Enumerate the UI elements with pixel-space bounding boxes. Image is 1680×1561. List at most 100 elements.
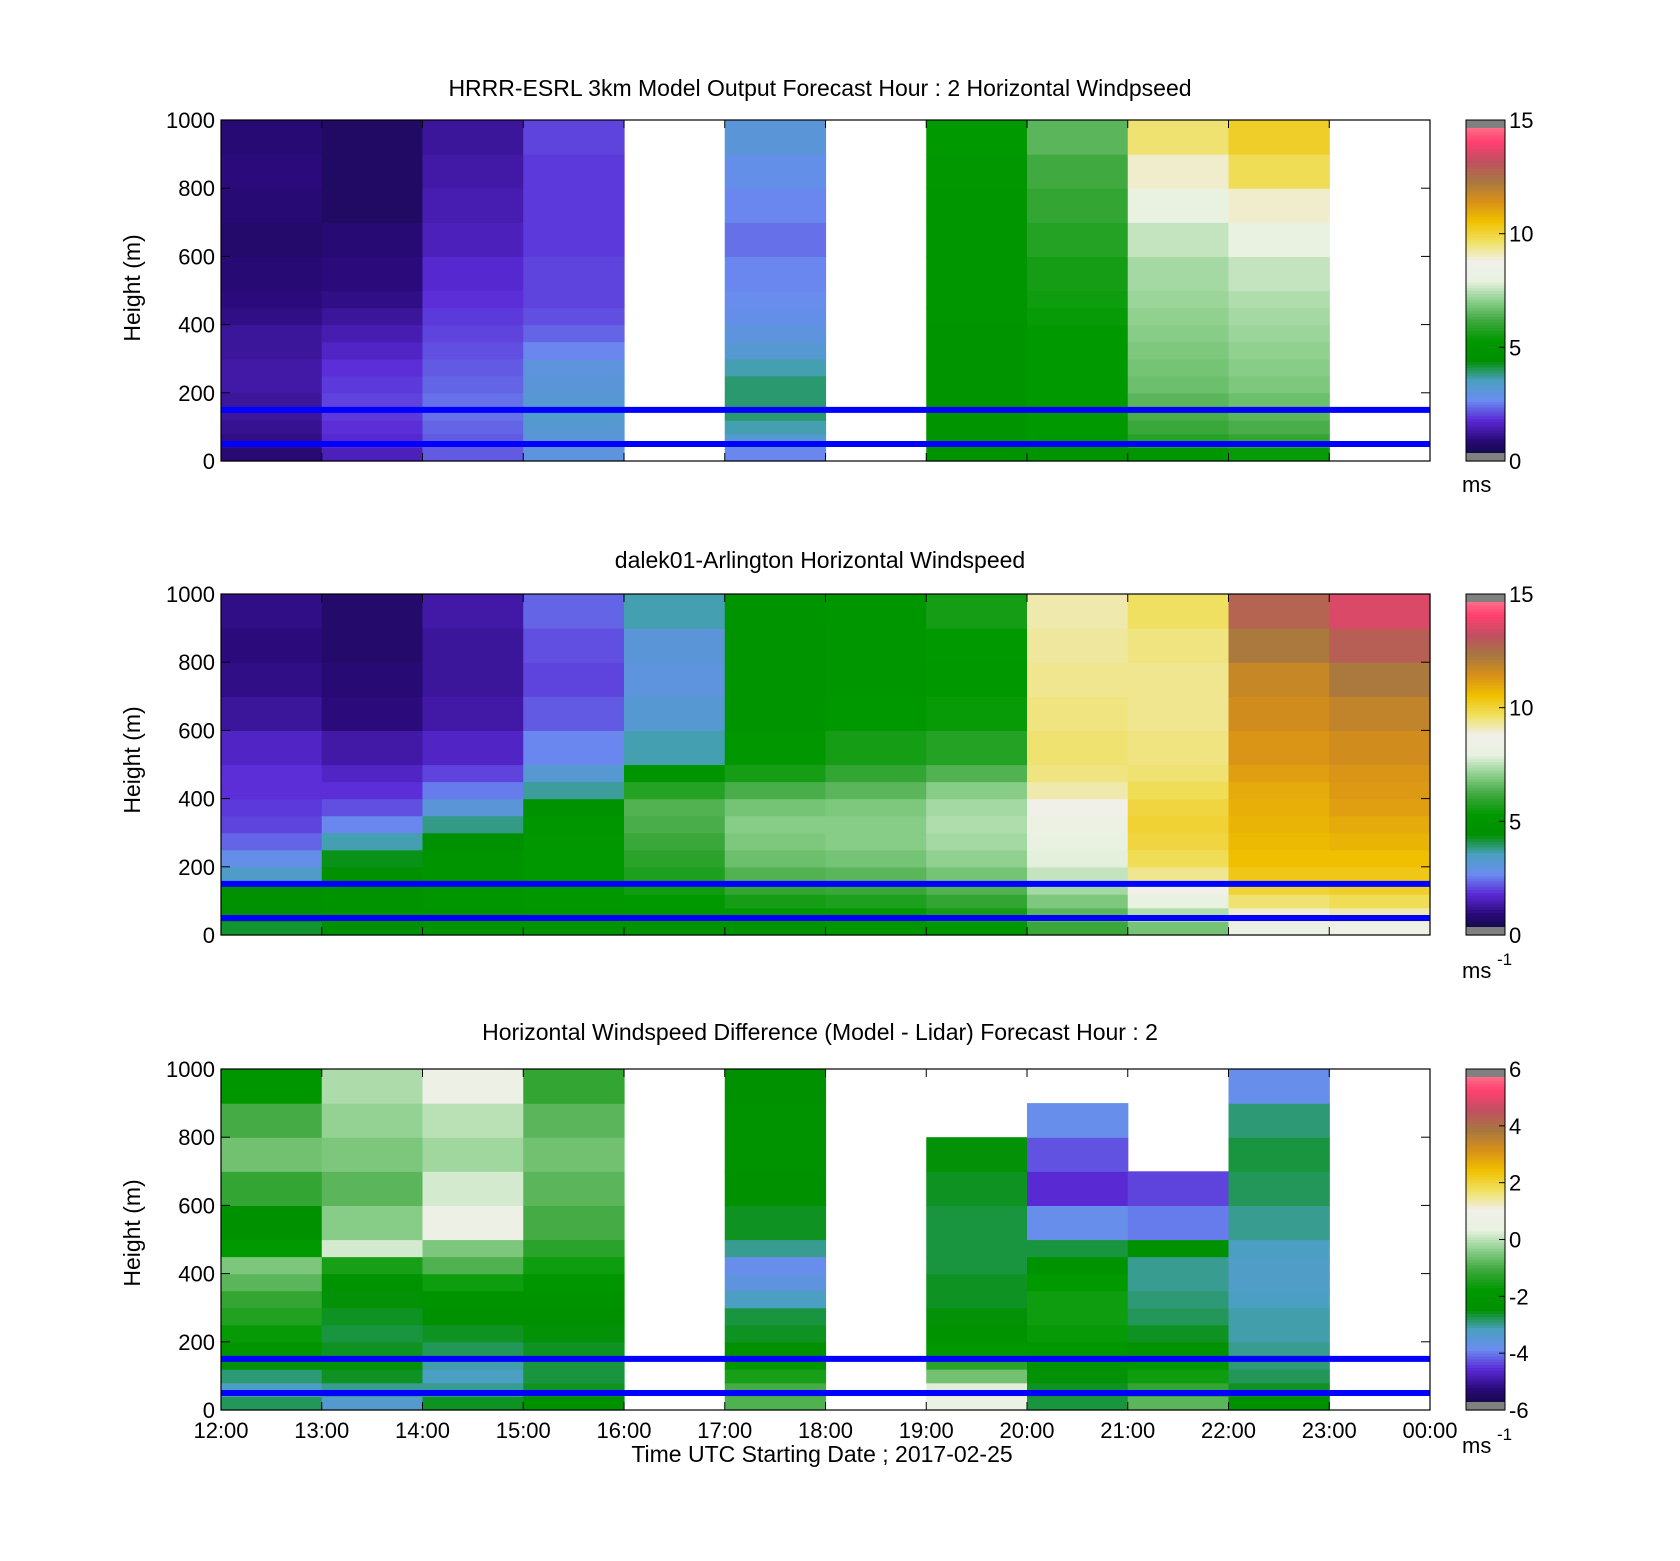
heatmap-cell — [1027, 1324, 1129, 1343]
heatmap-cell — [724, 662, 827, 697]
heatmap-cell — [422, 1239, 524, 1258]
heatmap-cell — [1228, 628, 1330, 663]
colorbar-segment — [1466, 878, 1505, 882]
colorbar-segment — [1466, 798, 1505, 803]
y-tick-label: 800 — [178, 650, 215, 675]
heatmap-cell — [221, 392, 323, 408]
heatmap-cell — [926, 1396, 1028, 1411]
colorbar-segment — [1466, 829, 1505, 834]
heatmap-cell — [1329, 628, 1431, 663]
heatmap-cell — [724, 392, 827, 408]
colorbar-segment — [1466, 1276, 1505, 1280]
heatmap-cell — [1329, 815, 1431, 834]
heatmap-cell — [1228, 1205, 1330, 1241]
colorbar-unit-label: ms — [1462, 1433, 1491, 1458]
colorbar-segment — [1466, 1128, 1505, 1133]
heatmap-cell — [1027, 222, 1129, 257]
colorbar-under-cap — [1466, 927, 1505, 935]
heatmap-cell — [926, 594, 1028, 629]
colorbar-segment — [1466, 333, 1505, 337]
colorbar-tick-label: 15 — [1509, 108, 1533, 133]
heatmap-cell — [724, 154, 827, 189]
heatmap-cell — [221, 894, 323, 909]
heatmap-cell — [825, 866, 927, 882]
heatmap-cell — [724, 1256, 827, 1275]
colorbar-segment — [1466, 662, 1505, 666]
heatmap-cell — [523, 1369, 625, 1384]
colorbar-segment — [1466, 710, 1505, 714]
heatmap-cell — [1027, 1239, 1129, 1258]
heatmap-cell — [1027, 921, 1129, 936]
heatmap-cell — [321, 290, 424, 309]
heatmap-cell — [1329, 730, 1431, 766]
colorbar-segment — [1466, 446, 1505, 451]
heatmap-cell — [724, 375, 827, 394]
heatmap-cell — [1329, 849, 1431, 868]
colorbar-segment — [1466, 1091, 1505, 1096]
colorbar-segment — [1466, 412, 1505, 417]
colorbar-segment — [1466, 370, 1505, 374]
heatmap-cell — [422, 188, 524, 223]
y-tick-label: 1000 — [166, 582, 215, 607]
colorbar-segment — [1466, 1165, 1505, 1170]
heatmap-cell — [926, 1290, 1028, 1309]
heatmap-cell — [422, 1171, 524, 1206]
heatmap-cell — [321, 1239, 424, 1258]
heatmap-cell — [1127, 1307, 1230, 1326]
colorbar-segment — [1466, 1282, 1505, 1286]
heatmap-cell — [1027, 1307, 1129, 1326]
heatmap-cell — [926, 154, 1028, 189]
colorbar-segment — [1466, 835, 1505, 839]
colorbar-segment — [1466, 767, 1505, 771]
colorbar-segment — [1466, 690, 1505, 695]
colorbar-segment — [1466, 171, 1505, 175]
heatmap-cell — [1027, 341, 1129, 360]
heatmap-cell — [1127, 921, 1230, 936]
heatmap-cell — [1127, 628, 1230, 663]
colorbar-segment — [1466, 701, 1505, 706]
colorbar-segment — [1466, 199, 1505, 204]
colorbar-segment — [1466, 142, 1505, 147]
colorbar-segment — [1466, 1157, 1505, 1161]
heatmap-cell — [321, 307, 424, 326]
heatmap-cell — [422, 447, 524, 462]
heatmap-cell — [1027, 324, 1129, 343]
colorbar-segment — [1466, 790, 1505, 794]
colorbar-segment — [1466, 338, 1505, 343]
heatmap-cell — [523, 290, 625, 309]
colorbar-segment — [1466, 1381, 1505, 1386]
colorbar-segment — [1466, 1353, 1505, 1357]
colorbar-segment — [1466, 1310, 1505, 1314]
heatmap-cell — [1228, 392, 1330, 408]
colorbar-segment — [1466, 210, 1505, 215]
colorbar-segment — [1466, 321, 1505, 326]
heatmap-cell — [422, 730, 524, 766]
heatmap-cell — [1127, 781, 1230, 800]
heatmap-cell — [1228, 375, 1330, 394]
heatmap-cell — [1228, 358, 1330, 377]
heatmap-cell — [1127, 154, 1230, 189]
colorbar-segment — [1466, 384, 1505, 388]
colorbar-segment — [1466, 1140, 1505, 1144]
colorbar-segment — [1466, 1077, 1505, 1081]
colorbar-segment — [1466, 381, 1505, 385]
colorbar-segment — [1466, 392, 1505, 397]
heatmap-cell — [1027, 1256, 1129, 1275]
colorbar-tick-label: 2 — [1509, 1171, 1521, 1196]
heatmap-cell — [926, 921, 1028, 936]
colorbar-segment — [1466, 418, 1505, 422]
heatmap-cell — [1228, 1239, 1330, 1258]
colorbar-segment — [1466, 242, 1505, 246]
heatmap-cell — [1127, 290, 1230, 309]
colorbar-segment — [1466, 849, 1505, 854]
heatmap-cell — [926, 1341, 1028, 1357]
heatmap-cell — [422, 1069, 524, 1104]
heatmap-cell — [1127, 120, 1230, 155]
x-tick-label: 22:00 — [1201, 1418, 1256, 1443]
heatmap-cell — [221, 832, 323, 851]
colorbar-segment — [1466, 429, 1505, 434]
heatmap-cell — [926, 696, 1028, 731]
heatmap-cell — [221, 921, 323, 936]
heatmap-cell — [422, 764, 524, 783]
heatmap-cell — [1127, 256, 1230, 292]
